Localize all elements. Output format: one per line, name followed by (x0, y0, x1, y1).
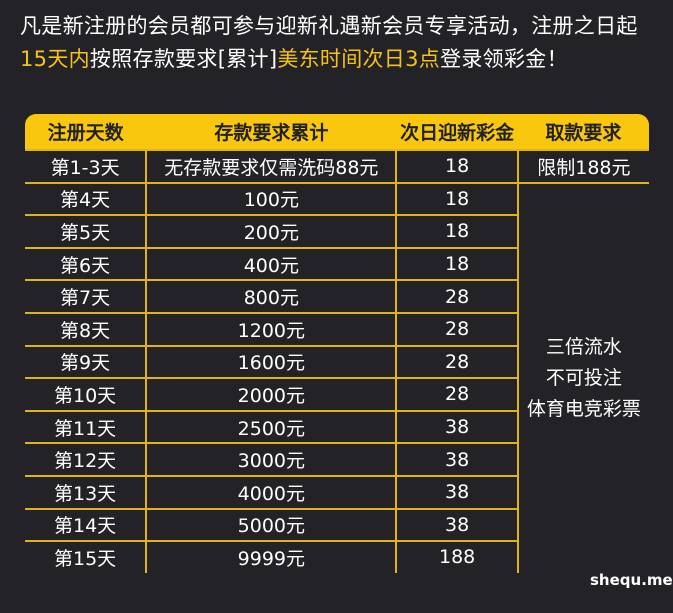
cell-day: 第11天 (25, 409, 148, 445)
table-row: 第1-3天 无存款要求仅需洗码88元 18 限制188元 (25, 149, 649, 184)
cell-deposit: 5000元 (145, 507, 398, 543)
cell-bonus: 18 (395, 181, 519, 217)
cell-deposit: 400元 (145, 246, 398, 282)
cell-bonus: 18 (395, 149, 519, 184)
cell-day: 第7天 (25, 279, 148, 314)
cell-day: 第13天 (25, 474, 148, 510)
table-header-row: 注册天数 存款要求累计 次日迎新彩金 取款要求 (25, 113, 649, 150)
cell-deposit: 3000元 (145, 442, 398, 477)
table-row: 第12天 3000元 38 (25, 442, 649, 477)
intro-part: 凡是新注册的会员都可参与迎新礼遇新会员专享活动，注册之日起 (20, 14, 638, 38)
table-row: 第6天 400元 18 (25, 246, 649, 282)
watermark: shequ.me (590, 571, 673, 589)
cell-day: 第5天 (25, 214, 148, 249)
cell-bonus: 28 (395, 279, 519, 314)
cell-deposit: 100元 (145, 181, 398, 217)
column-header: 次日迎新彩金 (396, 113, 518, 150)
column-header: 取款要求 (517, 113, 649, 150)
cell-bonus: 38 (395, 409, 519, 445)
cell-bonus: 188 (395, 540, 519, 573)
cell-bonus: 28 (395, 377, 519, 412)
cell-day: 第6天 (25, 246, 148, 282)
cell-bonus: 38 (395, 474, 519, 510)
withdraw-rule: 体育电竞彩票 (526, 397, 641, 420)
table-row: 第8天 1200元 28 (25, 311, 649, 347)
cell-deposit: 1600元 (145, 344, 398, 380)
cell-withdraw: 限制188元 (516, 149, 649, 184)
cell-day: 第9天 (25, 344, 148, 380)
cell-bonus: 28 (395, 311, 519, 347)
cell-day: 第4天 (25, 181, 148, 217)
intro-part: 按照存款要求[累计] (89, 47, 278, 71)
cell-day: 第15天 (25, 540, 148, 573)
cell-day: 第1-3天 (25, 149, 148, 184)
cell-bonus: 28 (395, 344, 519, 380)
highlight-days: 15天内 (20, 47, 90, 71)
table-row: 第14天 5000元 38 (25, 507, 649, 543)
column-header: 注册天数 (25, 113, 147, 150)
table-row: 第11天 2500元 38 (25, 409, 649, 445)
cell-deposit: 9999元 (145, 540, 398, 573)
table-row: 第7天 800元 28 (25, 279, 649, 314)
table-row: 第4天 100元 18 三倍流水 不可投注 体育电竞彩票 (25, 181, 649, 573)
cell-day: 第12天 (25, 442, 148, 477)
cell-day: 第14天 (25, 507, 148, 543)
cell-withdraw-merged: 三倍流水不可投注体育电竞彩票 (516, 181, 649, 573)
table-row: 第15天 9999元 188 (25, 540, 649, 573)
cell-deposit: 200元 (145, 214, 398, 249)
cell-deposit: 1200元 (145, 311, 398, 347)
intro-part: 登录领彩金！ (440, 47, 568, 71)
cell-deposit: 无存款要求仅需洗码88元 (145, 149, 398, 184)
cell-bonus: 18 (395, 246, 519, 282)
withdraw-rule: 三倍流水 (545, 335, 622, 358)
cell-deposit: 2500元 (145, 409, 398, 445)
intro-text: 凡是新注册的会员都可参与迎新礼遇新会员专享活动，注册之日起 15天内按照存款要求[… (20, 10, 665, 76)
highlight-time: 美东时间次日3点 (277, 47, 441, 71)
cell-bonus: 38 (395, 507, 519, 543)
withdraw-rule: 不可投注 (545, 366, 622, 389)
table-row: 第13天 4000元 38 (25, 474, 649, 510)
cell-bonus: 18 (395, 214, 519, 249)
cell-day: 第8天 (25, 311, 148, 347)
column-header: 存款要求累计 (146, 113, 397, 150)
cell-deposit: 4000元 (145, 474, 398, 510)
cell-bonus: 38 (395, 442, 519, 477)
table-row: 第5天 200元 18 (25, 214, 649, 249)
table-row: 第9天 1600元 28 (25, 344, 649, 380)
cell-deposit: 2000元 (145, 377, 398, 412)
table-row: 第10天 2000元 28 (25, 377, 649, 412)
cell-deposit: 800元 (145, 279, 398, 314)
bonus-table: 注册天数 存款要求累计 次日迎新彩金 取款要求 第1-3天 无存款要求仅需洗码88元 18… (22, 111, 652, 576)
cell-day: 第10天 (25, 377, 148, 412)
